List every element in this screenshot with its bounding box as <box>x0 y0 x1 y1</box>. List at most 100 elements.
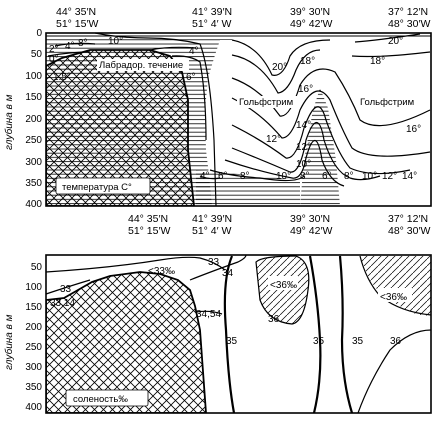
t-label-b10b: 10° <box>362 171 377 182</box>
isohaline-36-bottom <box>357 329 432 414</box>
t-ytick-350: 350 <box>25 178 42 189</box>
s-ytick-100: 100 <box>25 282 42 293</box>
isohaline-34 <box>189 254 247 281</box>
isotherm-left-0 <box>47 51 91 57</box>
s-ytick-250: 250 <box>25 342 42 353</box>
t-label-12b: 12° <box>266 134 281 145</box>
t-label-b10: 10° <box>276 171 291 182</box>
t-label-2: 2° <box>49 44 59 55</box>
salinity-panel-frame <box>45 254 432 414</box>
isotherm-left-2 <box>54 42 96 47</box>
station3-lat: 39° 30′N <box>290 6 330 18</box>
temperature-panel: 10° 8° 4° 2° 0° 4° 6° 1.5° 20° 20° 18° 1… <box>3 28 432 210</box>
t-label-b8c: 8° <box>344 171 354 182</box>
high-salinity-region-2 <box>360 256 431 316</box>
t-label-16b: 16° <box>406 124 421 135</box>
s-label-33b: 33 <box>60 284 72 295</box>
t-label-10c: 10° <box>296 159 311 170</box>
s-label-34: 34 <box>222 268 234 279</box>
isotherm-18b <box>351 51 431 58</box>
station2-lat: 41° 39′N <box>192 6 232 18</box>
t-label-20a: 20° <box>272 62 287 73</box>
station4-lat-b: 37° 12′N <box>388 213 428 225</box>
s-ytick-50: 50 <box>31 262 43 273</box>
t-label-b14: 14° <box>402 171 417 182</box>
station1-lon: 51° 15′W <box>56 18 98 30</box>
gulf-stream-label-1: Гольфстрим <box>239 97 293 108</box>
s-label-3314: 33.14 <box>50 298 75 309</box>
isotherm-left-6 <box>171 55 207 141</box>
s-label-3454: 34,54 <box>196 309 221 320</box>
t-ytick-0: 0 <box>36 28 42 39</box>
s-label-35a: 35 <box>226 336 238 347</box>
s-label-lt33: <33‰ <box>148 266 175 277</box>
top-y-axis: 0 50 100 150 200 250 300 350 400 глубина… <box>3 28 42 210</box>
station4-lon-b: 48° 30′W <box>388 225 430 237</box>
t-ytick-50: 50 <box>31 49 43 60</box>
t-label-b6: 6° <box>218 171 228 182</box>
t-label-10: 10° <box>108 36 123 47</box>
salinity-caption: соленость‰ <box>73 394 128 405</box>
t-label-12a: 12° <box>296 142 311 153</box>
station4-lat: 37° 12′N <box>388 6 428 18</box>
s-label-35c: 35 <box>352 336 364 347</box>
t-ytick-300: 300 <box>25 157 42 168</box>
t-label-18a: 18° <box>300 56 315 67</box>
isohaline-35-right <box>338 255 354 414</box>
t-ytick-200: 200 <box>25 114 42 125</box>
isohaline-36-blob <box>255 255 310 325</box>
station3-lon: 49° 42′W <box>290 18 332 30</box>
station4-lon: 48° 30′W <box>388 18 430 30</box>
isotherm-16 <box>231 68 431 127</box>
station1-lon-b: 51° 15′W <box>128 225 170 237</box>
top-station-header: 44° 35′N 51° 15′W 41° 39′N 51° 4′ W 39° … <box>56 6 430 30</box>
isohaline-35-mid <box>308 255 322 414</box>
station3-lat-b: 39° 30′N <box>290 213 330 225</box>
isotherm-14 <box>231 90 431 157</box>
t-label-0: 0° <box>49 54 59 65</box>
isotherm-20b <box>354 33 421 43</box>
labrador-current-label: Лабрадор. течение <box>99 60 183 71</box>
s-label-36a: 36 <box>268 314 280 325</box>
s-label-33a: 33 <box>208 257 220 268</box>
temperature-panel-frame <box>45 32 432 207</box>
continental-slope-bottom <box>46 271 207 413</box>
t-label-14: 14° <box>296 120 311 131</box>
isotherm-18a <box>231 49 321 94</box>
isotherm-left-4 <box>149 46 197 51</box>
isohaline-33-left <box>45 279 91 295</box>
isotherm-10 <box>231 121 381 181</box>
s-ytick-300: 300 <box>25 362 42 373</box>
s-label-lt36b: <36‰ <box>380 292 407 303</box>
bottom-station-header: 44° 35′N 51° 15′W 41° 39′N 51° 4′ W 39° … <box>128 213 430 237</box>
station2-lon-b: 51° 4′ W <box>192 225 232 237</box>
isotherm-8 <box>224 139 345 187</box>
t-label-15: 1.5° <box>53 72 71 83</box>
t-label-b8b: 8° <box>300 171 310 182</box>
top-y-label: глубина в м <box>3 94 15 150</box>
s-ytick-200: 200 <box>25 322 42 333</box>
station3-lon-b: 49° 42′W <box>290 225 332 237</box>
isotherm-4 <box>199 175 221 180</box>
isohaline-33-upper <box>45 256 226 273</box>
s-label-lt36a: <36‰ <box>270 280 297 291</box>
station1-lat-b: 44° 35′N <box>128 213 168 225</box>
isotherm-20a <box>231 39 331 76</box>
t-label-8: 8° <box>78 38 88 49</box>
isotherm-6 <box>209 169 305 182</box>
t-label-20b: 20° <box>388 36 403 47</box>
t-label-b4: 4° <box>200 171 210 182</box>
station1-lat: 44° 35′N <box>56 6 96 18</box>
isohaline-3454 <box>195 310 223 315</box>
salinity-panel: <33‰ 33 34 33 33.14 34,54 <36‰ 36 35 35 … <box>3 254 432 414</box>
bottom-y-axis: 50 100 150 200 250 300 350 400 глубина в… <box>3 262 42 413</box>
s-label-35b: 35 <box>313 336 325 347</box>
s-ytick-400: 400 <box>25 402 42 413</box>
isohaline-35-left <box>223 255 236 414</box>
t-ytick-250: 250 <box>25 135 42 146</box>
station2-lon: 51° 4′ W <box>192 18 232 30</box>
temperature-caption: температура С° <box>62 182 132 193</box>
t-label-6: 6° <box>186 72 196 83</box>
t-label-4r: 4° <box>189 46 199 57</box>
